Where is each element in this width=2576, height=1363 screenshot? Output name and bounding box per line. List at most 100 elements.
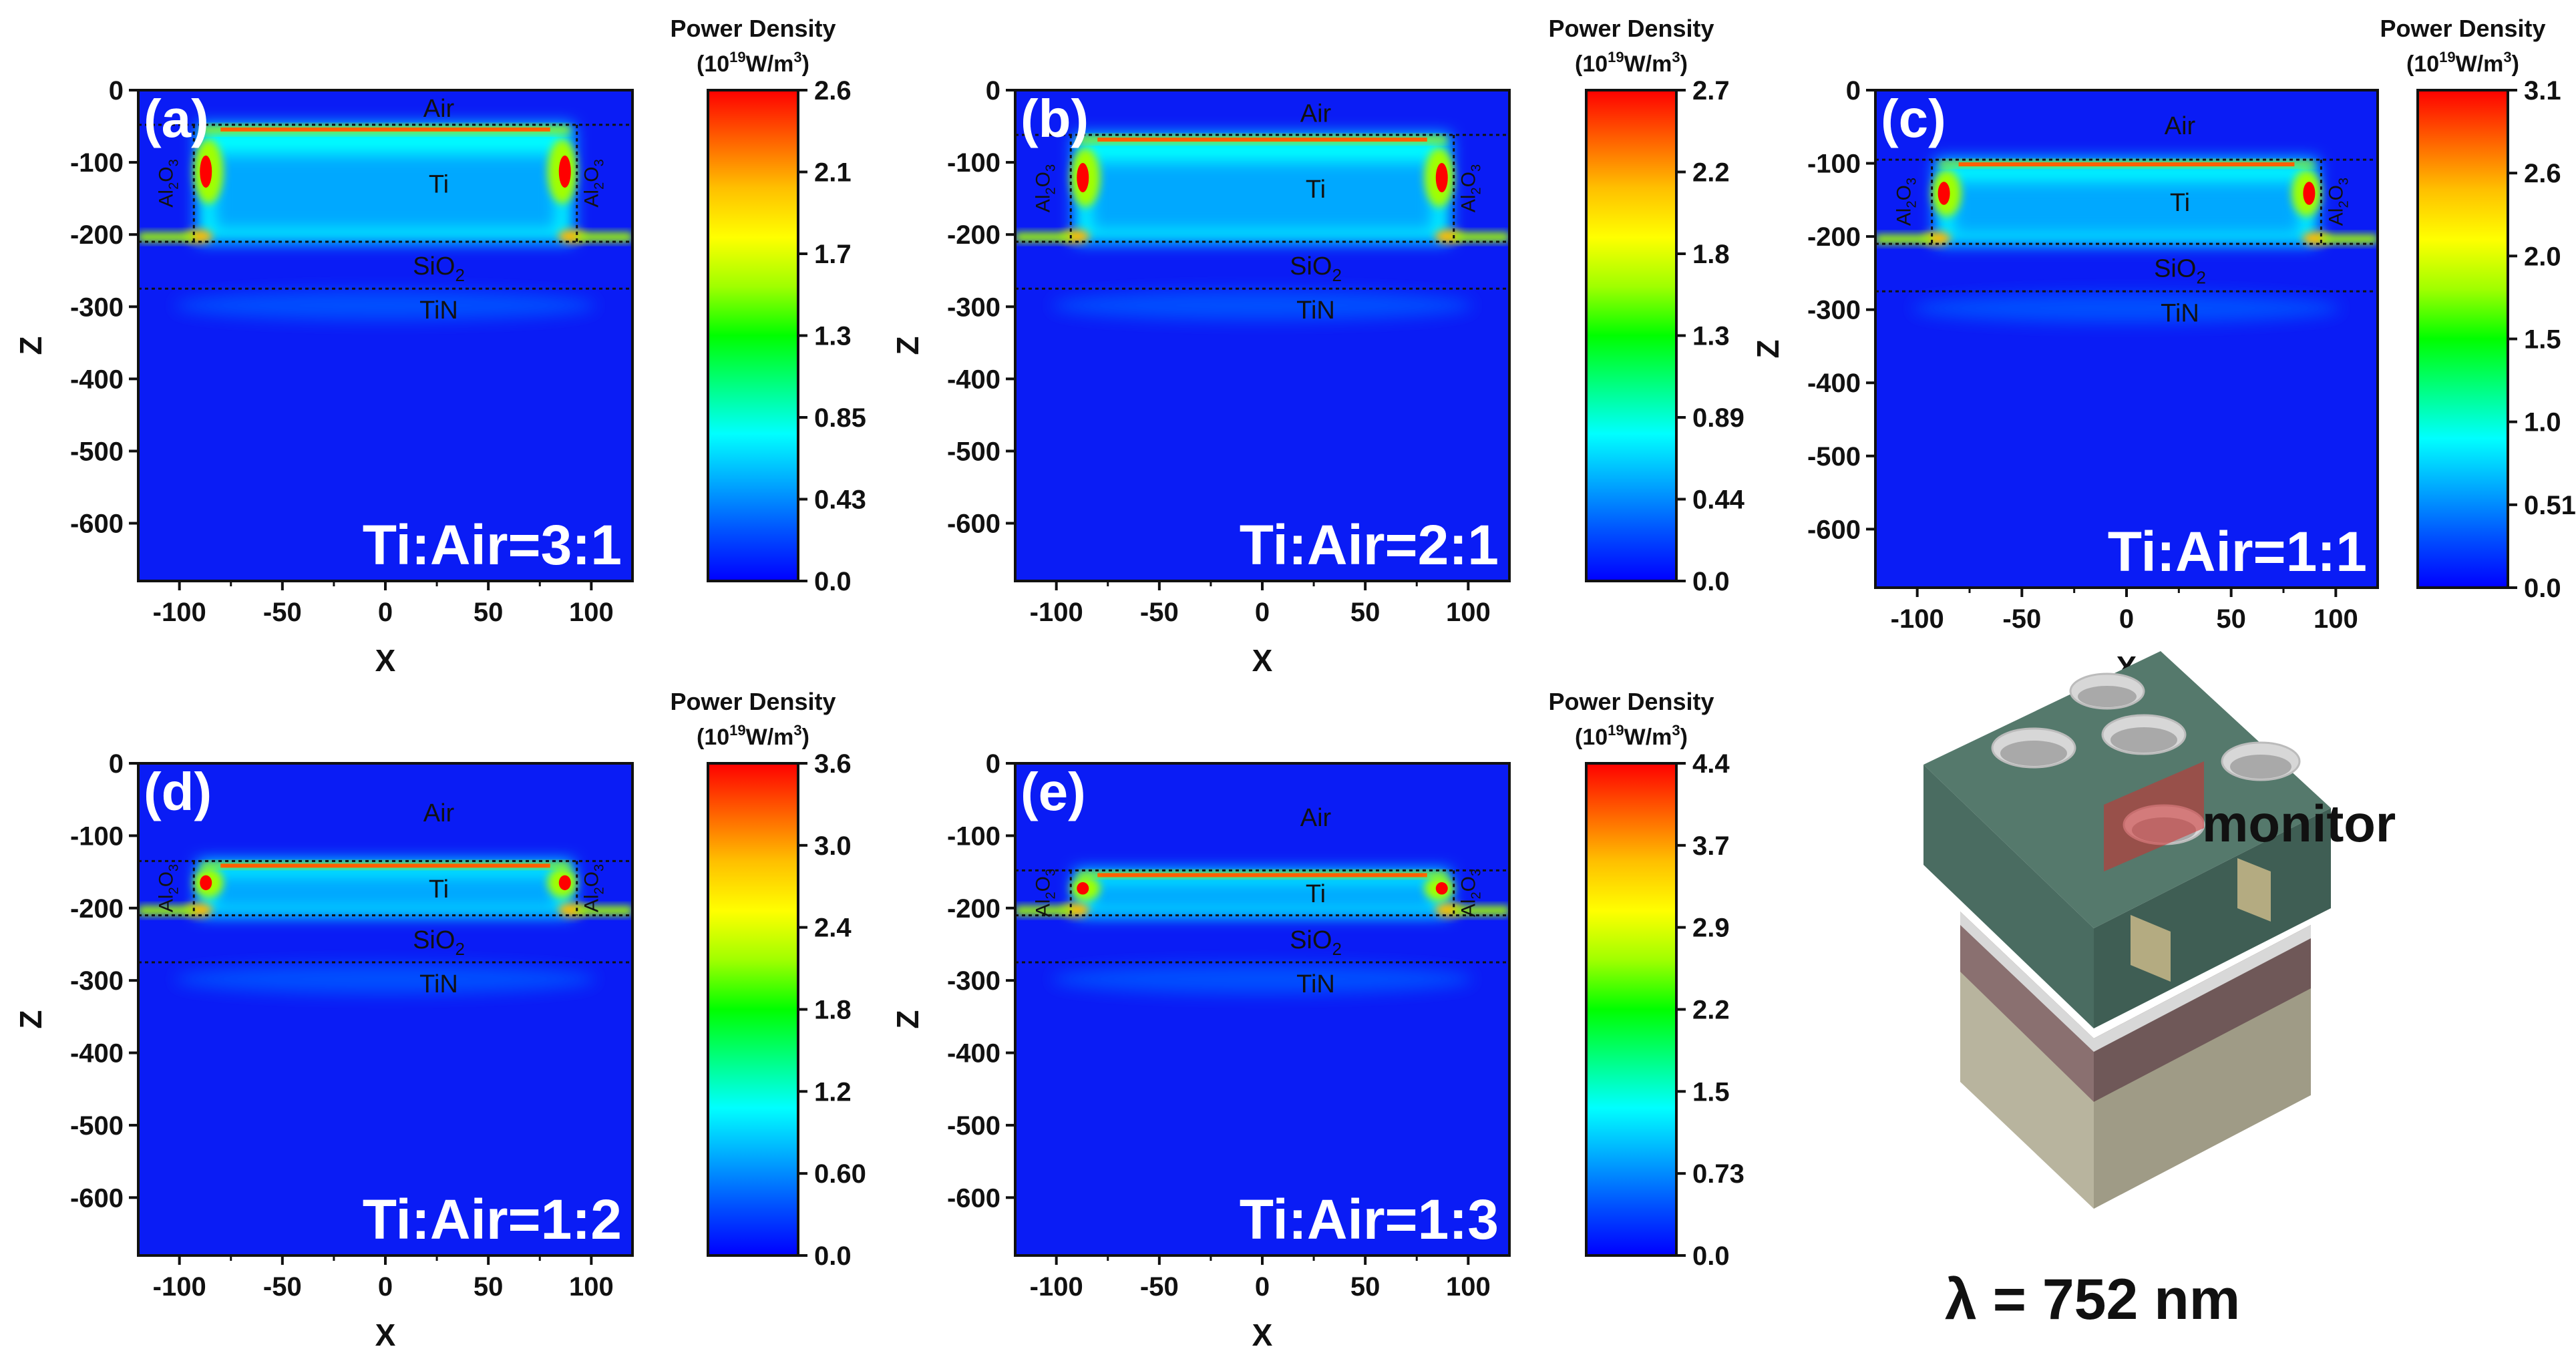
ti-right-edge-hot (2303, 182, 2316, 205)
x-tick-label: 50 (1350, 598, 1381, 627)
x-tick-label: -100 (1030, 1272, 1083, 1302)
colorbar-tick-label: 2.2 (1692, 158, 1730, 188)
colorbar-tick-label: 0.51 (2524, 491, 2576, 520)
colorbar-unit: (1019W/m3) (697, 722, 809, 750)
colorbar-tick-label: 3.0 (814, 831, 852, 861)
colorbar-tick-label: 0.0 (1692, 567, 1730, 596)
y-tick-label: -400 (70, 1039, 124, 1068)
field-map (1875, 90, 2378, 588)
hole-shadow-3 (2110, 727, 2177, 753)
layer-label-air: Air (2165, 112, 2196, 140)
panel-label: (c) (1881, 89, 1946, 148)
x-axis-label: X (375, 1318, 396, 1352)
x-tick-label: 100 (2314, 604, 2358, 634)
ti-right-edge-hot (1435, 882, 1448, 895)
layer-label-al2o3-left: Al2O3 (1033, 869, 1059, 917)
ti-top-edge-hot (220, 127, 550, 132)
wavelength-label: λ = 752 nm (1945, 1268, 2240, 1332)
ti-layer-front-face (1923, 765, 2094, 1028)
x-axis-label: X (375, 643, 396, 678)
field-map (1015, 763, 1509, 1255)
colorbar-unit: (1019W/m3) (1575, 49, 1688, 77)
y-tick-label: -500 (70, 437, 124, 466)
colorbar-tick-label: 1.8 (1692, 240, 1730, 269)
right-interface-strip (1453, 906, 1509, 916)
y-tick-label: -100 (947, 148, 1000, 178)
x-tick-label: 50 (1350, 1272, 1381, 1302)
ti-left-edge-hot (1077, 882, 1089, 895)
layer-label-tin: TiN (1296, 297, 1335, 325)
x-tick-label: -100 (153, 598, 206, 627)
ratio-label: Ti:Air=1:1 (2108, 520, 2367, 583)
colorbar-tick-label: 4.4 (1692, 749, 1730, 779)
x-tick-label: -100 (153, 1272, 206, 1302)
y-tick-label: -600 (947, 510, 1000, 539)
layer-label-tin: TiN (419, 297, 458, 325)
layer-label-air: Air (1300, 100, 1332, 128)
y-tick-label: -400 (947, 365, 1000, 394)
colorbar-tick-label: 3.1 (2524, 76, 2561, 106)
y-tick-label: -400 (70, 365, 124, 394)
sio2-layer-side-face (2094, 925, 2311, 1052)
y-tick-label: -100 (947, 821, 1000, 851)
tin-glow (1051, 964, 1473, 994)
colorbar-tick-label: 1.5 (1692, 1077, 1730, 1107)
field-map (138, 763, 632, 1255)
layer-label-ti: Ti (1306, 880, 1326, 908)
colorbar (707, 762, 799, 1257)
hole-shadow-4 (2230, 755, 2291, 779)
left-interface-strip (1875, 234, 1932, 244)
right-interface-strip (1453, 232, 1509, 242)
panel-label: (d) (144, 762, 212, 821)
ti-top-edge-hot (1958, 162, 2295, 167)
y-tick-label: 0 (986, 76, 1000, 106)
colorbar-tick-label: 0.44 (1692, 485, 1745, 515)
y-tick-label: 0 (109, 749, 124, 779)
layer-label-air: Air (423, 799, 455, 827)
layer-label-sio2: SiO2 (1290, 926, 1342, 959)
colorbar-tick-label: 2.2 (1692, 996, 1730, 1025)
panel-label: (b) (1021, 89, 1089, 148)
colorbar-title: Power Density (1548, 15, 1714, 42)
ti-glow-inner (214, 874, 557, 910)
left-interface-strip (1015, 906, 1071, 916)
layer-label-air: Air (1300, 804, 1332, 832)
colorbar-tick-label: 1.2 (814, 1077, 852, 1107)
field-background (1015, 763, 1509, 1255)
x-tick-label: -50 (2002, 604, 2041, 634)
y-tick-label: -400 (947, 1039, 1000, 1068)
pillar-1 (2131, 915, 2171, 982)
x-tick-label: 0 (1255, 598, 1270, 627)
monitor-plane (2104, 761, 2204, 871)
ti-layer-top-face (1923, 651, 2331, 928)
ti-glow-inner (214, 154, 557, 230)
y-tick-label: -500 (1807, 442, 1861, 471)
monitor-label: monitor (2202, 794, 2396, 853)
layer-label-ti: Ti (429, 875, 449, 904)
colorbar-tick-label: 0.0 (2524, 574, 2561, 603)
field-background (138, 763, 632, 1255)
x-tick-label: 50 (474, 598, 504, 627)
ti-left-edge-hot (1077, 163, 1089, 192)
x-tick-label: 100 (569, 598, 614, 627)
x-tick-label: 50 (2216, 604, 2246, 634)
ti-top-edge-hot (1097, 138, 1427, 142)
y-tick-label: -600 (947, 1183, 1000, 1213)
colorbar-tick-label: 2.6 (814, 76, 852, 106)
y-tick-label: -100 (1807, 150, 1861, 179)
layer-label-al2o3-right: Al2O3 (2326, 178, 2352, 226)
ti-glow-inner (1091, 882, 1434, 911)
ratio-label: Ti:Air=1:2 (363, 1188, 622, 1251)
colorbar-tick-label: 2.7 (1692, 76, 1730, 106)
y-tick-label: 0 (109, 76, 124, 106)
tin-glow (1912, 293, 2341, 323)
y-tick-label: -300 (70, 293, 124, 322)
colorbar-tick-label: 2.0 (2524, 242, 2561, 271)
y-tick-label: -100 (70, 148, 124, 178)
ti-left-edge-hot (200, 155, 212, 188)
x-axis-label: X (1252, 1318, 1273, 1352)
colorbar-unit: (1019W/m3) (2406, 49, 2519, 77)
y-axis-label: Z (13, 1010, 48, 1028)
